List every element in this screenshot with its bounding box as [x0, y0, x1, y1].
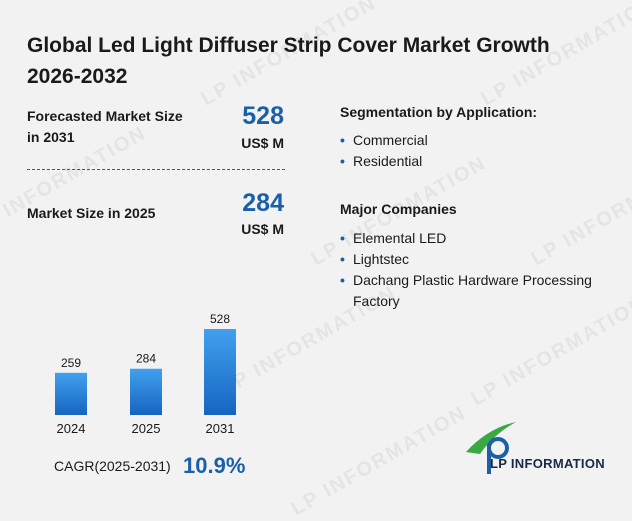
page-title: Global Led Light Diffuser Strip Cover Ma…: [27, 34, 550, 88]
bar-2024: [55, 372, 87, 415]
forecast-unit: US$ M: [241, 135, 284, 151]
value-label-2025: 284: [136, 352, 156, 366]
bar-2025: [130, 368, 162, 415]
tick-label-2031: 2031: [206, 421, 235, 436]
list-item: Elemental LED: [340, 228, 615, 249]
cagr-label: CAGR(2025-2031): [54, 458, 171, 474]
segmentation-list: Commercial Residential: [340, 130, 615, 172]
tick-label-2024: 2024: [57, 421, 86, 436]
list-item: Lightstec: [340, 249, 615, 270]
forecast-value: 528: [242, 102, 284, 130]
value-label-2024: 259: [61, 356, 81, 370]
cagr-value: 10.9%: [183, 453, 246, 478]
current-unit: US$ M: [241, 221, 284, 237]
list-item: Residential: [340, 151, 615, 172]
metrics-divider: [27, 169, 285, 170]
current-label: Market Size in 2025: [27, 205, 156, 221]
value-label-2031: 528: [210, 312, 230, 326]
list-item: Commercial: [340, 130, 615, 151]
current-value: 284: [242, 189, 284, 217]
bar-chart: 259 2024 284 2025 528 2031: [55, 312, 236, 436]
bar-2031: [204, 329, 236, 415]
companies-list: Elemental LED Lightstec Dachang Plastic …: [340, 228, 615, 312]
companies-heading: Major Companies: [340, 201, 457, 217]
forecast-label: Forecasted Market Size in 2031: [27, 108, 183, 145]
segmentation-heading: Segmentation by Application:: [340, 104, 538, 120]
tick-label-2025: 2025: [132, 421, 161, 436]
list-item: Dachang Plastic Hardware Processing Fact…: [340, 270, 615, 312]
lp-logo-icon: [466, 422, 516, 474]
logo-text: LP INFORMATION: [490, 456, 605, 471]
